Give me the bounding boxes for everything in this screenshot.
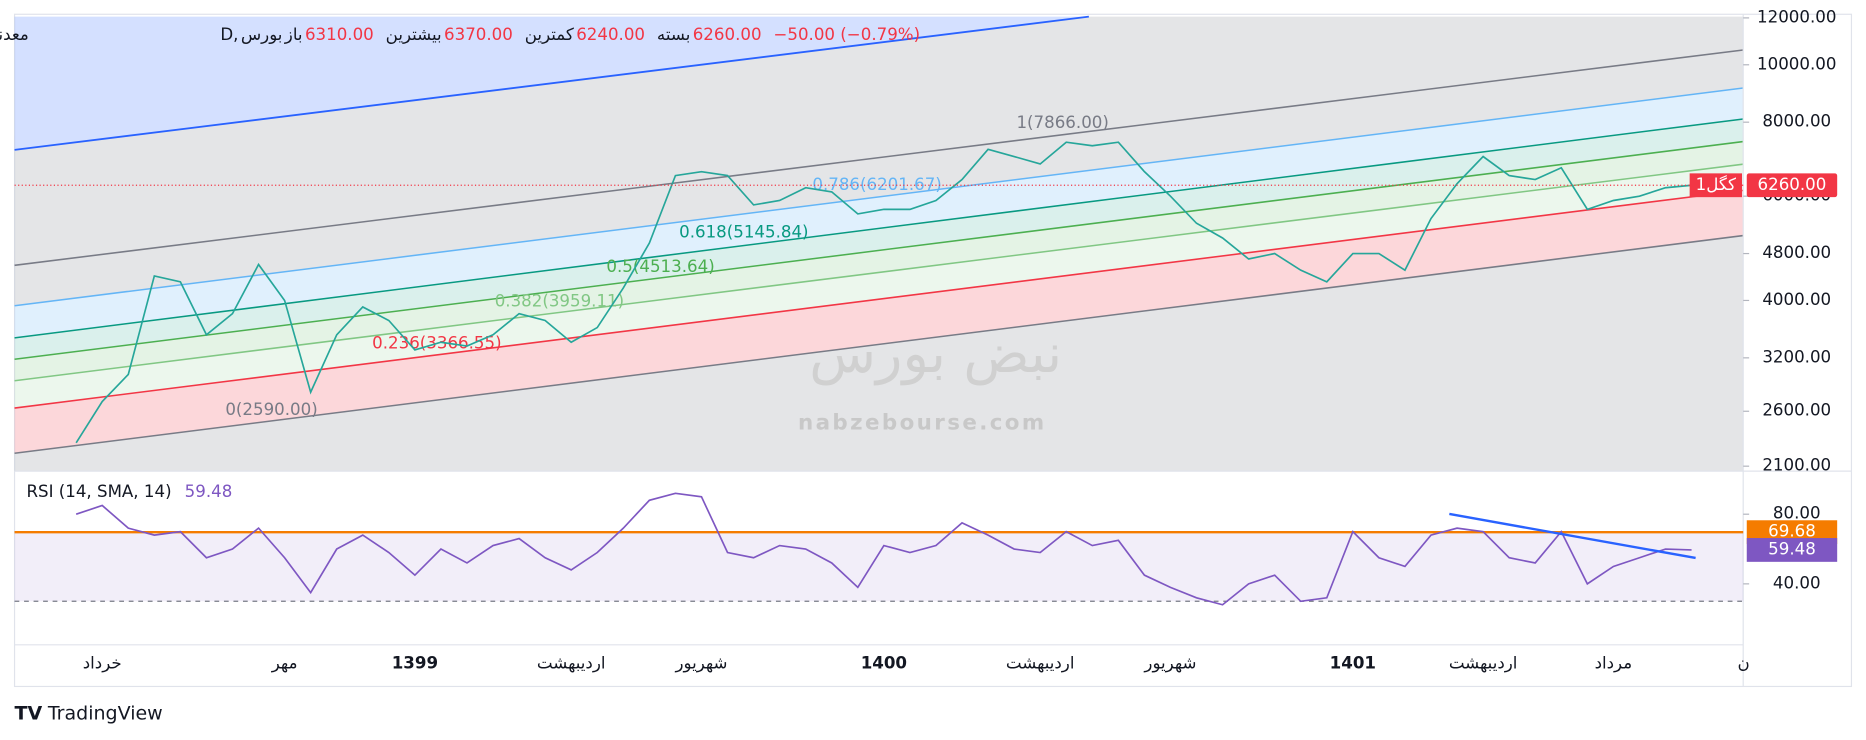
rsi-line	[75, 492, 1692, 606]
fib-line	[14, 87, 1744, 307]
legend-item: −50.00 (−0.79%)	[773, 25, 920, 44]
price-line	[75, 141, 1692, 444]
fib-label: 0.5(4513.64)	[606, 257, 714, 276]
x-tick-label: شهریور	[1143, 653, 1196, 673]
rsi-title: RSI (14, SMA, 14)	[26, 482, 171, 501]
rsi-band	[14, 531, 1744, 602]
y-tick-label: 10000.00	[1757, 54, 1836, 73]
y-tick-label: 40.00	[1773, 573, 1821, 592]
x-tick-label: 1401	[1330, 653, 1376, 672]
rsi-value: 59.48	[185, 482, 233, 501]
y-tick-label: 2600.00	[1762, 401, 1831, 420]
level-tag-text: 69.68	[1768, 522, 1816, 541]
fib-line	[14, 163, 1744, 382]
y-tick-label: 12000.00	[1757, 7, 1836, 26]
band	[14, 16, 1744, 266]
fib-label: 0.786(6201.67)	[812, 175, 941, 194]
band	[14, 88, 1744, 338]
fib-line	[14, 118, 1744, 339]
rsi-trend-line	[1449, 512, 1696, 560]
fib-label: 0.618(5145.84)	[679, 223, 808, 242]
y-tick-label: 2100.00	[1762, 456, 1831, 475]
y-tick-label: 4000.00	[1762, 290, 1831, 309]
x-tick-label: اردیبهشت	[1006, 653, 1075, 673]
band	[14, 235, 1744, 472]
fib-line	[14, 189, 1744, 409]
x-tick-label: خرداد	[83, 653, 122, 672]
legend-item: بسته	[657, 25, 690, 44]
fib-label: 0.382(3959.11)	[495, 292, 624, 311]
x-tick-label: ن	[1738, 653, 1750, 672]
rsi-tag-text: 59.48	[1768, 539, 1816, 558]
price-tag	[1746, 173, 1838, 198]
x-tick-label: اردیبهشت	[1449, 653, 1518, 673]
y-tick-label: 8000.00	[1762, 112, 1831, 131]
legend-item: 6370.00	[444, 25, 513, 44]
band	[14, 164, 1744, 409]
watermark-name: نبض بورس	[809, 321, 1062, 385]
symbol: معدنی و صنعتی گل گهر, 1	[0, 25, 29, 45]
y-tick-label: 3200.00	[1762, 347, 1831, 366]
logo-mark: 𝗧𝗩	[15, 702, 43, 724]
y-tick-label: 80.00	[1773, 504, 1821, 523]
legend-item: 6260.00	[693, 25, 762, 44]
fib-line	[14, 234, 1744, 455]
name-tag-text: کگل1	[1696, 175, 1736, 194]
trend-line	[14, 15, 1089, 151]
brand: TradingView	[47, 702, 163, 724]
legend-item: کمترین	[525, 25, 574, 44]
legend-item: باز	[284, 25, 303, 44]
legend-item: بورس	[241, 25, 283, 44]
x-tick-label: مهر	[271, 653, 298, 673]
watermark-site: nabzebourse.com	[798, 411, 1047, 436]
legend-item: 6240.00	[576, 25, 645, 44]
fib-line	[14, 140, 1744, 361]
x-tick-label: شهریور	[674, 653, 727, 673]
x-tick-label: مرداد	[1595, 653, 1633, 672]
legend-item: بیشترین	[386, 25, 442, 44]
fib-channel: 1(7866.00) 0.786(6201.67) 0.618(5145.84) 0.…	[14, 15, 1744, 472]
band	[14, 141, 1744, 381]
band	[14, 49, 1744, 306]
legend-item: 6310.00	[305, 25, 374, 44]
name-tag	[1689, 173, 1743, 198]
x-tick-label: 1400	[861, 653, 907, 672]
rsi-tag	[1746, 538, 1838, 562]
price-tag-text: 6260.00	[1758, 175, 1827, 194]
y-tick-label: 4800.00	[1762, 243, 1831, 262]
fib-label: 1(7866.00)	[1016, 113, 1108, 132]
fib-line	[14, 49, 1744, 267]
legend: معدنی و صنعتی گل گهر, 1 D,بورسباز6310.00…	[0, 25, 920, 45]
fib-label: 0(2590.00)	[225, 400, 317, 419]
x-tick-label: 1399	[392, 653, 438, 672]
band	[14, 118, 1744, 360]
x-tick-label: اردیبهشت	[537, 653, 606, 673]
band	[14, 190, 1744, 454]
legend-item: D,	[220, 25, 238, 44]
